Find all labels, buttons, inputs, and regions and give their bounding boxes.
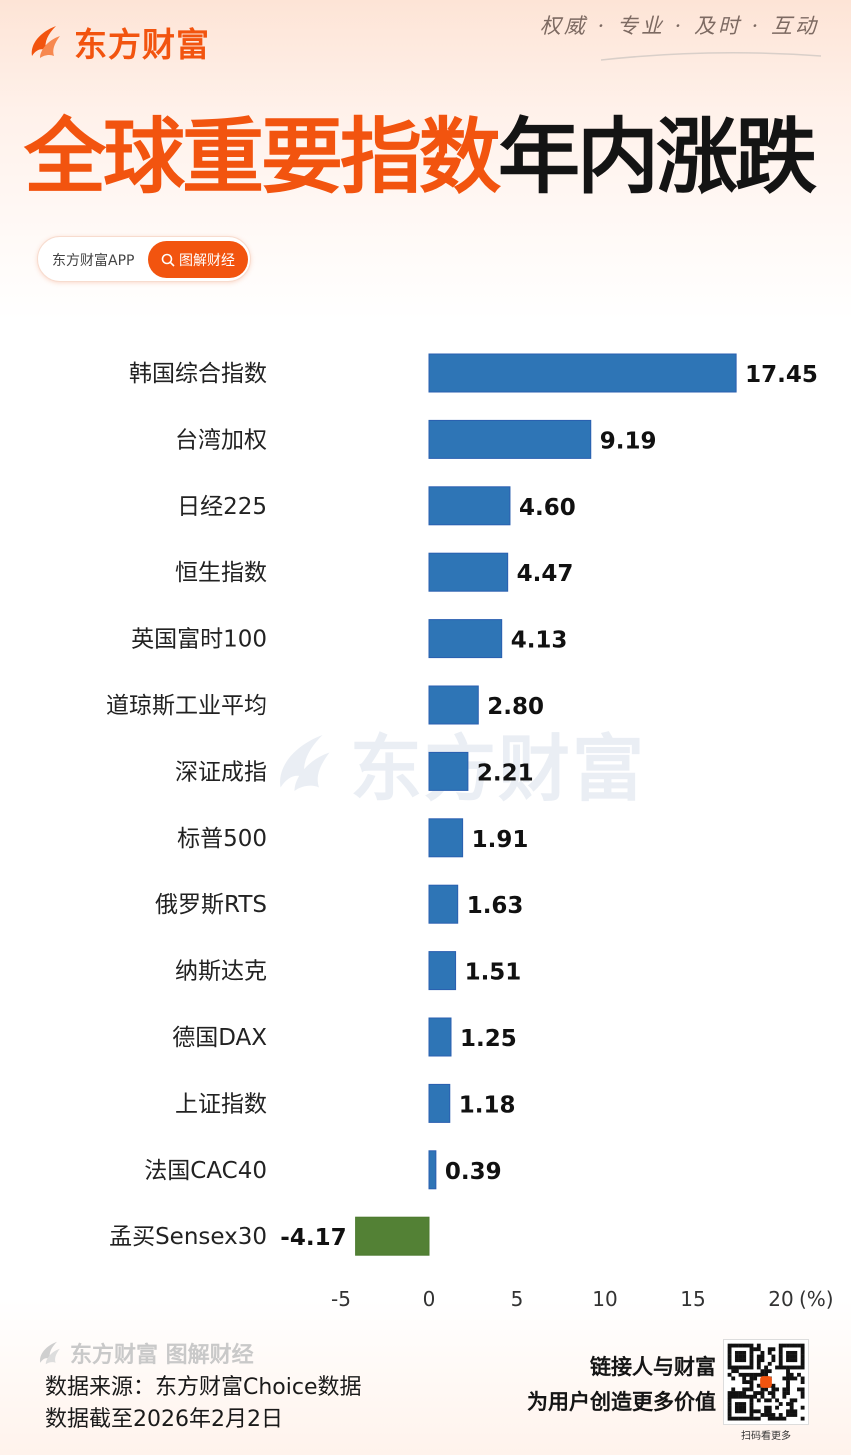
x-tick-label: 20: [768, 1287, 793, 1311]
data-label: 1.51: [465, 960, 522, 986]
bar: [428, 685, 479, 725]
bar: [428, 619, 503, 659]
x-tick-label: 0: [423, 1287, 436, 1311]
tujie-button[interactable]: 图解财经: [148, 241, 248, 278]
category-label: 日经225: [177, 494, 267, 520]
page-title: 全球重要指数年内涨跌: [24, 108, 817, 208]
bar-chart: 韩国综合指数 17.45 台湾加权 9.19 日经225 4.60 恒生指数 4.47 英国富时…: [106, 353, 834, 1311]
data-label: 1.18: [459, 1092, 516, 1118]
category-label: 德国DAX: [172, 1025, 267, 1051]
x-tick-label: 5: [511, 1287, 524, 1311]
category-label: 英国富时100: [131, 627, 267, 653]
app-pill[interactable]: 东方财富APP 图解财经: [37, 236, 251, 282]
x-tick-label: 10: [592, 1287, 617, 1311]
tujie-button-label: 图解财经: [179, 252, 235, 269]
data-label: 4.60: [519, 495, 576, 521]
category-label: 道琼斯工业平均: [106, 693, 267, 719]
bar: [428, 552, 509, 592]
x-tick-label: -5: [331, 1287, 351, 1311]
brand-slogan: 权威 · 专业 · 及时 · 互动: [539, 14, 819, 38]
footer-brand: 东方财富 图解财经: [36, 1337, 254, 1369]
bar: [428, 353, 737, 393]
category-label: 上证指数: [175, 1091, 267, 1117]
data-label: 4.47: [517, 561, 574, 587]
category-label: 韩国综合指数: [129, 361, 267, 387]
search-icon: [161, 253, 175, 267]
data-label: 17.45: [745, 362, 818, 388]
data-label: 2.80: [487, 694, 544, 720]
data-label: 0.39: [445, 1159, 502, 1185]
data-label: 9.19: [600, 428, 657, 454]
footer-brand-text: 东方财富 图解财经: [70, 1343, 254, 1368]
category-label: 恒生指数: [175, 560, 267, 586]
data-source: 数据来源：东方财富Choice数据 数据截至2026年2月2日: [45, 1372, 362, 1436]
bar: [428, 1017, 452, 1057]
title-orange-part: 全球重要指数: [24, 110, 501, 205]
bar: [428, 486, 511, 526]
promo-line-1: 链接人与财富: [590, 1355, 716, 1379]
data-label: -4.17: [280, 1225, 346, 1251]
category-label: 纳斯达克: [175, 959, 267, 985]
slogan-underline: [601, 52, 821, 61]
flame-logo-icon: [31, 26, 60, 58]
source-line: 数据来源：东方财富Choice数据: [45, 1375, 362, 1400]
x-tick-label: 15: [680, 1287, 705, 1311]
bar: [355, 1216, 430, 1256]
category-label: 俄罗斯RTS: [155, 892, 267, 918]
footer-flame-icon: [40, 1341, 60, 1365]
bar: [428, 818, 464, 858]
bar: [428, 1083, 451, 1123]
title-black-part: 年内涨跌: [498, 110, 817, 205]
data-label: 4.13: [511, 628, 568, 654]
category-label: 台湾加权: [175, 427, 267, 453]
data-label: 2.21: [477, 760, 534, 786]
data-label: 1.63: [467, 893, 524, 919]
date-line: 数据截至2026年2月2日: [45, 1407, 283, 1432]
brand-header: 东方财富: [26, 18, 210, 66]
bar: [428, 951, 457, 991]
qr-code[interactable]: [723, 1339, 809, 1425]
x-axis-unit: (%): [799, 1287, 834, 1311]
bar: [428, 419, 592, 459]
data-label: 1.91: [472, 827, 529, 853]
bar: [428, 751, 469, 791]
data-label: 1.25: [460, 1026, 517, 1052]
promo-text: 链接人与财富 为用户创造更多价值: [527, 1350, 716, 1420]
category-label: 孟买Sensex30: [109, 1224, 267, 1250]
app-label: 东方财富APP: [52, 253, 135, 269]
category-label: 标普500: [177, 826, 267, 852]
qr-label: 扫码看更多: [741, 1431, 791, 1442]
promo-line-2: 为用户创造更多价值: [527, 1390, 716, 1414]
bar: [428, 884, 459, 924]
category-label: 法国CAC40: [144, 1158, 267, 1184]
brand-name: 东方财富: [74, 25, 210, 64]
category-label: 深证成指: [175, 759, 267, 785]
bar: [428, 1150, 437, 1190]
